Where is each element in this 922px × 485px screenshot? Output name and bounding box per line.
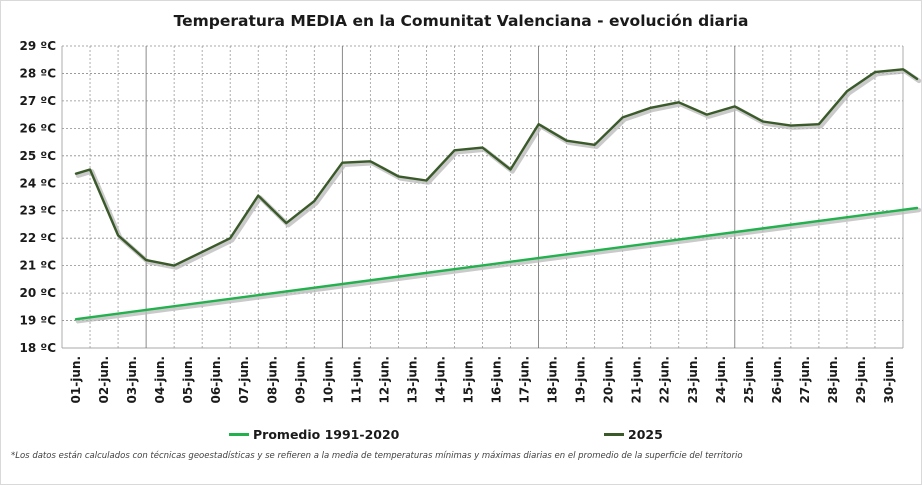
x-tick-label: 16-jun. <box>490 356 504 403</box>
legend-item-2025: 2025 <box>604 427 663 442</box>
x-tick-label: 10-jun. <box>321 356 335 403</box>
y-tick-label: 24 ºC <box>20 176 57 190</box>
y-tick-label: 20 ºC <box>20 286 57 300</box>
y-tick-label: 18 ºC <box>20 341 57 355</box>
y-tick-label: 25 ºC <box>20 149 57 163</box>
x-tick-label: 18-jun. <box>546 356 560 403</box>
x-tick-label: 08-jun. <box>265 356 279 403</box>
x-tick-label: 09-jun. <box>293 356 307 403</box>
footnote: *Los datos están calculados con técnicas… <box>11 451 743 461</box>
x-tick-label: 20-jun. <box>602 356 616 403</box>
x-tick-label: 12-jun. <box>377 356 391 403</box>
x-tick-label: 27-jun. <box>798 356 812 403</box>
y-tick-label: 29 ºC <box>20 39 57 53</box>
series-line-0 <box>74 206 919 321</box>
x-tick-label: 17-jun. <box>518 356 532 403</box>
legend-swatch-promedio <box>229 433 249 436</box>
x-tick-label: 04-jun. <box>153 356 167 403</box>
y-tick-label: 26 ºC <box>20 121 57 135</box>
x-tick-label: 11-jun. <box>349 356 363 403</box>
x-tick-label: 21-jun. <box>630 356 644 403</box>
legend-swatch-2025 <box>604 433 624 436</box>
x-tick-label: 01-jun. <box>69 356 83 403</box>
x-tick-label: 30-jun. <box>882 356 896 403</box>
x-tick-label: 29-jun. <box>854 356 868 403</box>
x-tick-label: 23-jun. <box>686 356 700 403</box>
y-tick-label: 23 ºC <box>20 204 57 218</box>
legend: Promedio 1991-2020 2025 <box>0 427 922 445</box>
x-tick-label: 28-jun. <box>826 356 840 403</box>
plot-area <box>62 46 903 348</box>
x-tick-label: 03-jun. <box>125 356 139 403</box>
x-tick-label: 13-jun. <box>405 356 419 403</box>
x-tick-label: 15-jun. <box>461 356 475 403</box>
x-tick-label: 26-jun. <box>770 356 784 403</box>
x-tick-label: 05-jun. <box>181 356 195 403</box>
legend-label-2025: 2025 <box>628 427 663 442</box>
y-tick-label: 19 ºC <box>20 314 57 328</box>
legend-item-promedio: Promedio 1991-2020 <box>229 427 399 442</box>
legend-label-promedio: Promedio 1991-2020 <box>253 427 400 442</box>
y-tick-label: 22 ºC <box>20 231 57 245</box>
x-tick-label: 25-jun. <box>742 356 756 403</box>
x-tick-label: 06-jun. <box>209 356 223 403</box>
x-tick-label: 02-jun. <box>97 356 111 403</box>
x-tick-label: 07-jun. <box>237 356 251 403</box>
x-tick-label: 19-jun. <box>574 356 588 403</box>
y-tick-label: 27 ºC <box>20 94 57 108</box>
y-tick-label: 28 ºC <box>20 66 57 80</box>
x-tick-label: 22-jun. <box>658 356 672 403</box>
series-shadow-0 <box>75 207 922 324</box>
y-tick-label: 21 ºC <box>20 259 57 273</box>
chart-title: Temperatura MEDIA en la Comunitat Valenc… <box>173 12 749 30</box>
x-tick-label: 24-jun. <box>714 356 728 403</box>
x-tick-label: 14-jun. <box>433 356 447 403</box>
series-line-1 <box>74 68 919 267</box>
